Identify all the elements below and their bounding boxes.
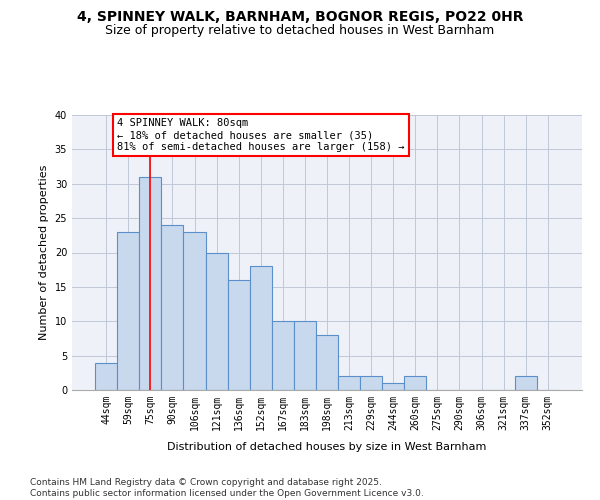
Text: Size of property relative to detached houses in West Barnham: Size of property relative to detached ho… (106, 24, 494, 37)
Text: 4 SPINNEY WALK: 80sqm
← 18% of detached houses are smaller (35)
81% of semi-deta: 4 SPINNEY WALK: 80sqm ← 18% of detached … (117, 118, 405, 152)
Bar (515, 376, 537, 390)
Bar (338, 376, 360, 390)
Text: 4, SPINNEY WALK, BARNHAM, BOGNOR REGIS, PO22 0HR: 4, SPINNEY WALK, BARNHAM, BOGNOR REGIS, … (77, 10, 523, 24)
Text: Distribution of detached houses by size in West Barnham: Distribution of detached houses by size … (167, 442, 487, 452)
Bar (206, 252, 227, 390)
Bar (184, 232, 206, 390)
Bar (360, 376, 382, 390)
Bar (404, 376, 427, 390)
Bar (272, 322, 294, 390)
Bar (250, 266, 272, 390)
Bar (95, 362, 117, 390)
Bar (316, 335, 338, 390)
Bar (227, 280, 250, 390)
Bar (294, 322, 316, 390)
Bar (139, 177, 161, 390)
Bar (382, 383, 404, 390)
Text: Contains HM Land Registry data © Crown copyright and database right 2025.
Contai: Contains HM Land Registry data © Crown c… (30, 478, 424, 498)
Y-axis label: Number of detached properties: Number of detached properties (39, 165, 49, 340)
Bar (161, 225, 184, 390)
Bar (117, 232, 139, 390)
